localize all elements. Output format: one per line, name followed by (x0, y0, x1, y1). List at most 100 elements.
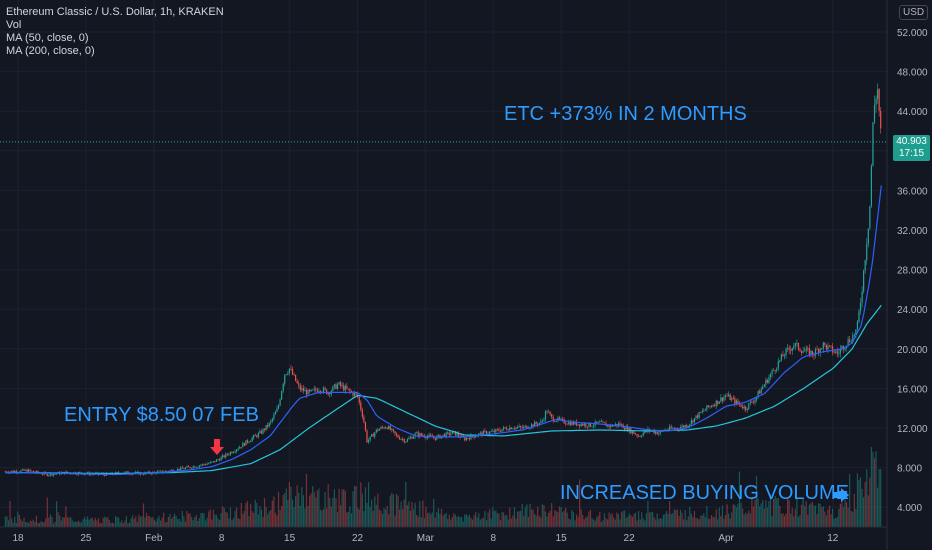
candle-body (150, 473, 152, 475)
candle-body (786, 347, 789, 349)
volume-bar (153, 519, 155, 527)
volume-bar (572, 512, 575, 527)
symbol-title[interactable]: Ethereum Classic / U.S. Dollar, 1h, KRAK… (6, 6, 224, 18)
candle-body (760, 388, 762, 394)
volume-bar (222, 506, 224, 527)
volume-bar (832, 508, 834, 527)
volume-bar (759, 506, 761, 527)
volume-bar (723, 518, 725, 527)
volume-bar (773, 498, 775, 527)
volume-bar (841, 490, 843, 527)
volume-bar (741, 508, 744, 527)
candle-body (226, 453, 228, 455)
volume-bar (192, 520, 194, 527)
candle-body (484, 430, 486, 432)
volume-bar (510, 518, 512, 527)
volume-bar (825, 515, 827, 527)
volume-bar (369, 506, 371, 527)
y-tick-label: 4.000 (897, 503, 922, 514)
volume-bar (332, 497, 334, 527)
candle-body (287, 373, 289, 375)
candle-body (46, 473, 48, 476)
candle-body (425, 437, 427, 439)
candle-body (430, 434, 432, 436)
legend-ma200[interactable]: MA (200, close, 0) (6, 45, 95, 57)
candle-body (192, 466, 194, 469)
volume-bar (259, 506, 261, 527)
volume-bar (111, 522, 114, 527)
candle-body (422, 435, 424, 437)
volume-bar (35, 515, 38, 527)
time-axis[interactable]: 18 25 Feb 8 15 22 Mar 8 15 22 Apr 12 (0, 526, 887, 544)
volume-bar (490, 518, 492, 527)
volume-bar (234, 510, 236, 527)
volume-bar (6, 516, 8, 527)
volume-bar (372, 510, 374, 527)
volume-bar (400, 501, 402, 527)
volume-bar (97, 518, 100, 527)
candle-body (790, 349, 792, 351)
candle-body (762, 386, 764, 389)
candle-body (655, 432, 657, 434)
volume-bar (416, 514, 418, 527)
volume-bar (263, 498, 266, 527)
volume-bar (186, 510, 188, 527)
volume-bar (343, 489, 345, 527)
volume-bar (802, 498, 804, 527)
volume-bar (633, 513, 635, 527)
candle-body (737, 400, 739, 404)
price-axis[interactable]: 4.000 8.000 12.000 16.000 20.000 24.000 28.000… (886, 0, 928, 550)
candle-body (870, 165, 873, 206)
candle-body (405, 441, 407, 443)
volume-bar (658, 519, 660, 527)
candle-body (572, 421, 575, 425)
candle-body (164, 470, 166, 472)
candle-body (785, 348, 787, 356)
volume-bar (563, 510, 565, 527)
volume-bar (520, 510, 522, 527)
volume-bar (180, 521, 182, 527)
volume-bar (651, 511, 654, 527)
volume-bar (242, 514, 244, 527)
volume-bar (568, 518, 570, 527)
volume-bar (146, 512, 148, 527)
candle-body (135, 471, 137, 474)
candle-body (496, 429, 498, 431)
candle-body (313, 388, 315, 390)
volume-bar (223, 507, 225, 527)
candle-body (816, 349, 818, 351)
legend-ma50[interactable]: MA (50, close, 0) (6, 32, 89, 44)
legend-vol[interactable]: Vol (6, 19, 22, 31)
volume-bar (366, 502, 368, 527)
candle-body (872, 122, 874, 166)
candle-body (6, 471, 8, 473)
volume-bar (226, 512, 228, 527)
volume-bar (355, 486, 357, 527)
candle-body (340, 382, 342, 386)
candle-body (490, 431, 492, 433)
volume-bar (322, 508, 325, 527)
volume-bar (268, 511, 270, 527)
x-tick-label: 8 (219, 533, 225, 544)
candle-body (506, 428, 508, 430)
volume-bar (729, 518, 731, 527)
volume-bar (555, 511, 557, 527)
volume-bar (515, 518, 517, 527)
volume-bar (305, 473, 308, 527)
volume-bar (569, 519, 571, 527)
currency-badge[interactable]: USD (899, 5, 929, 20)
candle-body (316, 390, 318, 392)
y-tick-label: 44.000 (897, 107, 928, 118)
candle-body (852, 335, 854, 342)
volume-bar (350, 513, 353, 527)
volume-bar (448, 514, 450, 527)
volume-bar (262, 516, 264, 527)
candle-body (170, 469, 173, 471)
candle-body (704, 409, 706, 411)
candle-body (653, 430, 655, 434)
candle-body (839, 349, 841, 354)
candle-body (344, 386, 346, 391)
candle-body (222, 455, 224, 458)
volume-bar (571, 509, 573, 527)
